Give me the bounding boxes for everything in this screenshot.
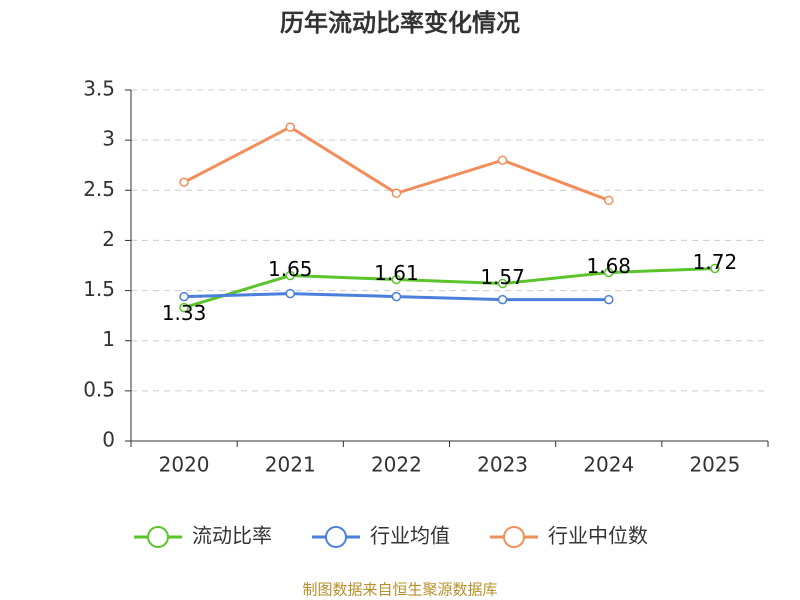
x-tick-label: 2020 <box>159 453 210 477</box>
point <box>497 278 508 289</box>
data-label: 1.68 <box>586 254 631 278</box>
data-label: 1.61 <box>374 261 419 285</box>
legend-marker[interactable] <box>147 526 169 548</box>
point <box>497 155 508 165</box>
y-tick-label: 0 <box>102 428 115 452</box>
y-tick-label: 1.5 <box>83 277 115 301</box>
point <box>710 263 720 274</box>
legend-marker[interactable] <box>325 526 347 548</box>
x-tick-label: 2025 <box>689 453 740 477</box>
series-line <box>183 267 715 310</box>
x-tick-label: 2022 <box>371 453 422 477</box>
point <box>391 291 402 302</box>
point <box>497 294 508 305</box>
data-label: 1.72 <box>693 250 738 274</box>
x-tick-label: 2023 <box>477 453 528 477</box>
x-tick-label: 2024 <box>583 453 634 477</box>
point <box>285 122 295 132</box>
y-tick-label: 3.5 <box>83 77 115 101</box>
point <box>179 291 189 302</box>
y-tick-label: 0.5 <box>83 377 115 401</box>
point <box>391 274 402 285</box>
legend-marker[interactable] <box>503 526 525 548</box>
legend-label[interactable]: 流动比率 <box>192 524 272 548</box>
point <box>604 195 614 206</box>
point <box>285 270 295 281</box>
point <box>604 267 614 278</box>
point <box>391 188 402 199</box>
source-note: 制图数据来自恒生聚源数据库 <box>302 581 497 599</box>
data-label: 1.65 <box>268 257 313 281</box>
point <box>179 177 189 188</box>
chart-title: 历年流动比率变化情况 <box>280 9 520 37</box>
data-label: 1.57 <box>480 265 525 289</box>
y-tick-label: 1 <box>102 327 115 351</box>
data-label: 1.33 <box>162 301 207 325</box>
point <box>179 302 189 313</box>
point <box>285 288 295 299</box>
y-tick-label: 2 <box>102 227 115 251</box>
legend-label[interactable]: 行业均值 <box>370 524 450 548</box>
y-tick-label: 2.5 <box>83 177 115 201</box>
y-tick-label: 3 <box>102 127 115 151</box>
point <box>604 294 614 305</box>
x-tick-label: 2021 <box>265 453 316 477</box>
legend-label[interactable]: 行业中位数 <box>548 524 648 548</box>
